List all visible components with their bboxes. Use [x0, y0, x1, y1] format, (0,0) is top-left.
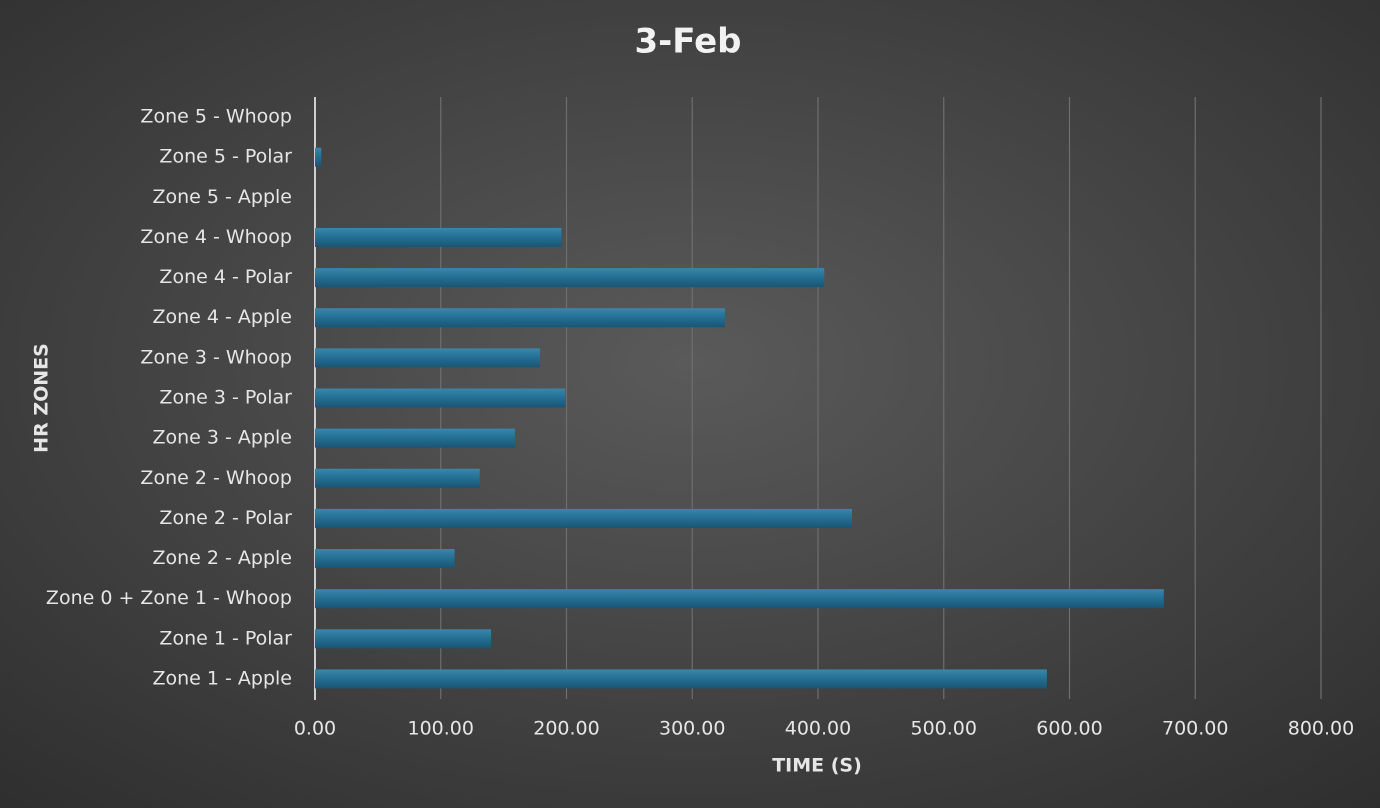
x-tick-label: 100.00 — [408, 718, 474, 740]
x-tick-label: 300.00 — [659, 718, 725, 740]
chart-title: 3-Feb — [634, 22, 741, 62]
bar — [315, 308, 725, 328]
y-tick-label: Zone 4 - Polar — [159, 266, 292, 288]
bar — [315, 268, 825, 288]
bar — [315, 348, 541, 368]
bar — [315, 589, 1164, 609]
y-tick-label: Zone 0 + Zone 1 - Whoop — [46, 587, 292, 609]
x-tick-label: 0.00 — [294, 718, 336, 740]
y-axis-title: HR ZONES — [31, 343, 53, 453]
y-tick-label: Zone 5 - Apple — [152, 186, 292, 208]
bar — [315, 428, 515, 448]
bar — [315, 227, 562, 247]
y-tick-label: Zone 5 - Polar — [159, 146, 292, 168]
y-tick-label: Zone 4 - Apple — [152, 306, 292, 328]
x-tick-label: 800.00 — [1288, 718, 1354, 740]
y-tick-label: Zone 1 - Apple — [152, 667, 292, 689]
x-tick-label: 700.00 — [1162, 718, 1228, 740]
y-tick-label: Zone 1 - Polar — [159, 627, 292, 649]
bar — [315, 669, 1047, 689]
x-axis-title: TIME (S) — [772, 755, 862, 777]
y-tick-label: Zone 2 - Whoop — [140, 467, 292, 489]
x-tick-label: 600.00 — [1036, 718, 1102, 740]
bar — [315, 468, 480, 488]
bar — [315, 147, 322, 167]
y-tick-label: Zone 3 - Whoop — [140, 346, 292, 368]
x-tick-label: 200.00 — [533, 718, 599, 740]
bar — [315, 508, 852, 528]
x-tick-label: 500.00 — [911, 718, 977, 740]
bar — [315, 629, 492, 649]
x-tick-label: 400.00 — [785, 718, 851, 740]
y-tick-label: Zone 2 - Polar — [159, 507, 292, 529]
y-tick-label: Zone 2 - Apple — [152, 547, 292, 569]
y-tick-label: Zone 3 - Apple — [152, 427, 292, 449]
bar — [315, 549, 455, 569]
bar — [315, 388, 566, 408]
y-tick-label: Zone 4 - Whoop — [140, 226, 292, 248]
y-tick-label: Zone 3 - Polar — [159, 387, 292, 409]
y-tick-label: Zone 5 - Whoop — [140, 106, 292, 128]
